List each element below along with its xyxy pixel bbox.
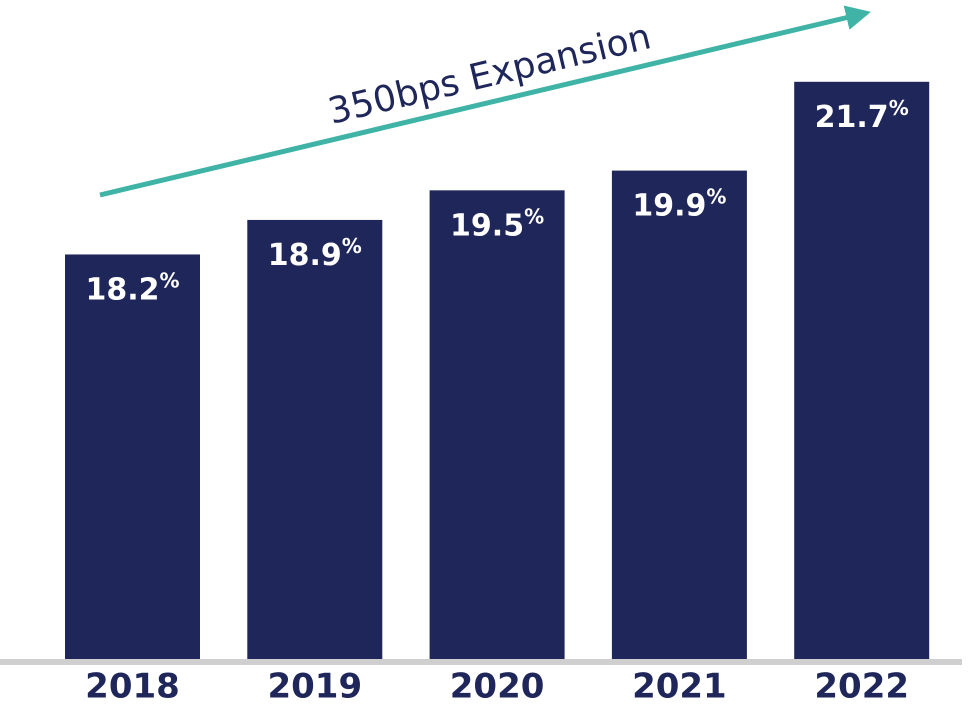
bar bbox=[794, 81, 930, 660]
x-tick-label: 2020 bbox=[450, 667, 545, 706]
bar bbox=[611, 170, 747, 659]
bar bbox=[247, 219, 383, 659]
x-tick-label: 2021 bbox=[632, 667, 727, 706]
x-tick-label: 2019 bbox=[267, 667, 362, 706]
value-label: 18.2% bbox=[85, 268, 179, 307]
bar bbox=[65, 254, 200, 659]
trend-arrow bbox=[99, 5, 871, 198]
bar bbox=[429, 190, 565, 660]
x-tick-label: 2018 bbox=[85, 667, 180, 706]
value-label: 21.7% bbox=[815, 95, 909, 134]
x-tick-label: 2022 bbox=[814, 667, 909, 706]
value-label: 19.9% bbox=[632, 184, 726, 223]
baseline bbox=[0, 659, 962, 665]
value-label: 18.9% bbox=[268, 233, 362, 272]
value-label: 19.5% bbox=[450, 204, 544, 243]
